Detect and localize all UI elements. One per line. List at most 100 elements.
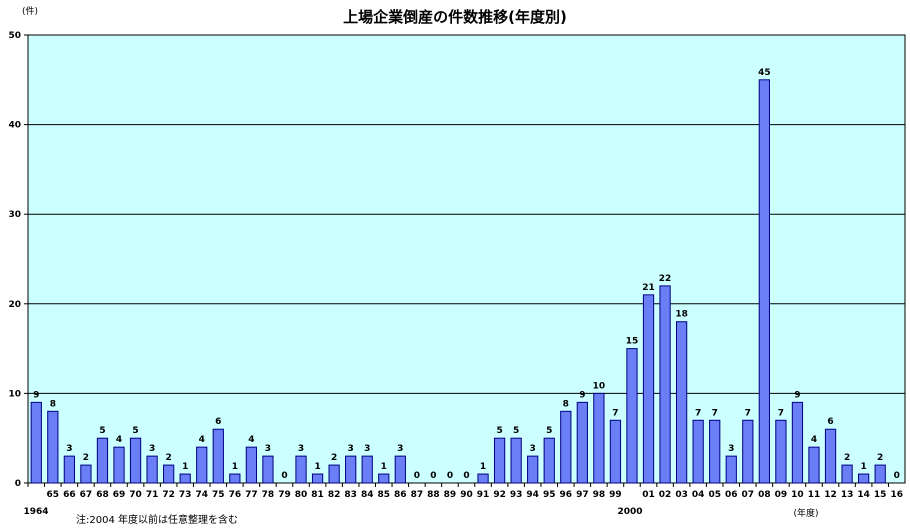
bar	[113, 446, 125, 484]
data-label: 2	[844, 453, 850, 463]
x-tick-label: 89	[444, 490, 457, 500]
data-label: 3	[530, 444, 536, 454]
data-label: 8	[563, 399, 569, 409]
data-label: 3	[397, 444, 403, 454]
data-label: 7	[778, 408, 784, 418]
bar	[163, 464, 175, 484]
data-label: 4	[199, 435, 205, 445]
x-tick-label: 76	[229, 490, 242, 500]
data-label: 5	[99, 426, 105, 436]
year-marker-2000: 2000	[617, 507, 642, 517]
data-label: 6	[827, 417, 833, 427]
bar	[841, 464, 853, 484]
bar	[609, 419, 622, 484]
bar	[758, 79, 770, 484]
data-label: 0	[430, 471, 436, 481]
footnote: 注:2004 年度以前は任意整理を含む	[76, 513, 238, 526]
data-label: 3	[348, 444, 354, 454]
x-tick-label: 13	[841, 490, 854, 500]
x-tick-label: 15	[874, 490, 887, 500]
bar	[874, 464, 886, 484]
bar	[858, 473, 870, 484]
data-label: 0	[894, 471, 900, 481]
x-tick-label: 81	[311, 490, 324, 500]
data-label: 10	[593, 381, 606, 391]
y-tick-label: 50	[8, 31, 21, 41]
data-label: 6	[215, 417, 221, 427]
x-tick-label: 92	[493, 490, 506, 500]
x-tick-label: 12	[824, 490, 837, 500]
bar	[394, 455, 406, 484]
data-label: 7	[712, 408, 718, 418]
x-tick-label: 88	[427, 490, 440, 500]
data-label: 0	[414, 471, 420, 481]
bar	[96, 437, 109, 484]
x-tick-label: 07	[742, 490, 755, 500]
data-label: 3	[149, 444, 155, 454]
bar	[262, 455, 274, 484]
bar	[63, 455, 75, 484]
bar	[30, 401, 42, 484]
bar	[179, 473, 191, 484]
bar	[477, 473, 489, 484]
data-label: 9	[579, 390, 585, 400]
data-label: 5	[513, 426, 519, 436]
x-tick-label: 75	[212, 490, 225, 500]
data-label: 1	[314, 462, 320, 472]
data-label: 4	[116, 435, 122, 445]
data-label: 1	[232, 462, 238, 472]
x-tick-label: 77	[245, 490, 258, 500]
data-label: 9	[794, 390, 800, 400]
data-label: 22	[659, 274, 672, 284]
data-label: 2	[877, 453, 883, 463]
bar	[742, 419, 754, 484]
x-tick-label: 02	[659, 490, 672, 500]
data-label: 9	[33, 390, 39, 400]
data-label: 8	[50, 399, 56, 409]
x-tick-label: 04	[692, 490, 705, 500]
x-tick-label: 74	[195, 490, 208, 500]
bar	[675, 321, 688, 484]
x-tick-label: 98	[593, 490, 606, 500]
x-tick-label: 80	[295, 490, 308, 500]
bar	[576, 401, 588, 484]
x-tick-label: 06	[725, 490, 738, 500]
x-tick-label: 83	[344, 490, 357, 500]
data-label: 4	[248, 435, 254, 445]
bar	[642, 294, 655, 484]
data-label: 7	[612, 408, 618, 418]
x-tick-label: 03	[675, 490, 688, 500]
x-tick-label: 68	[96, 490, 109, 500]
bar	[692, 419, 704, 484]
bar	[510, 437, 522, 484]
data-label: 0	[281, 471, 287, 481]
data-label: 2	[166, 453, 172, 463]
x-tick-label: 79	[278, 490, 291, 500]
x-tick-label: 95	[543, 490, 556, 500]
y-tick-label: 10	[8, 389, 21, 399]
data-label: 15	[626, 337, 639, 347]
x-unit-label: (年度)	[793, 507, 818, 519]
bar	[560, 410, 572, 484]
data-label: 3	[66, 444, 72, 454]
bar	[245, 446, 258, 484]
x-tick-label: 73	[179, 490, 192, 500]
bar	[47, 410, 59, 484]
x-tick-label: 70	[129, 490, 142, 500]
data-label: 1	[182, 462, 188, 472]
data-label: 1	[480, 462, 486, 472]
bar	[808, 446, 820, 484]
data-label: 21	[642, 283, 655, 293]
bar	[725, 455, 737, 484]
data-label: 3	[298, 444, 304, 454]
x-tick-label: 67	[80, 490, 93, 500]
data-label: 1	[860, 462, 866, 472]
bar	[146, 455, 158, 484]
x-tick-label: 96	[560, 490, 573, 500]
bar	[593, 392, 605, 484]
data-label: 45	[758, 68, 771, 78]
data-label: 3	[265, 444, 271, 454]
data-label: 5	[496, 426, 502, 436]
bar	[378, 473, 390, 484]
